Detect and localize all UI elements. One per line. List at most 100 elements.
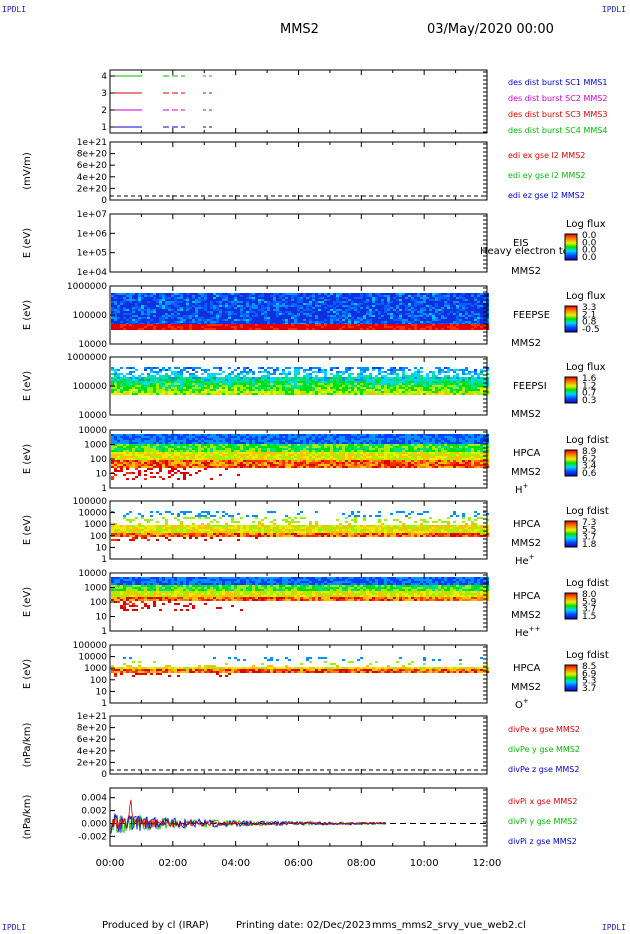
heatmap-cell [369,317,372,319]
heatmap-cell [333,293,336,295]
heatmap-cell [396,387,399,389]
heatmap-cell [306,375,309,377]
heatmap-cell [420,383,423,385]
heatmap-cell [189,307,192,309]
heatmap-cell [285,393,288,395]
heatmap-cell [336,305,339,307]
heatmap-cell [456,305,459,307]
heatmap-cell [303,317,306,319]
heatmap-cell [402,377,405,379]
heatmap-cell [453,307,456,309]
heatmap-cell [405,295,408,297]
heatmap-cell [279,389,282,391]
heatmap-cell [429,301,432,303]
heatmap-cell [348,307,351,309]
heatmap-cell [426,383,429,385]
heatmap-cell [177,313,180,315]
heatmap-cell [456,377,459,379]
heatmap-cell [168,303,171,305]
heatmap-cell [432,385,435,387]
heatmap-cell [315,309,318,311]
legend-entry: des dist burst SC4 MMS4 [508,126,607,135]
heatmap-cell [279,326,282,328]
heatmap-cell [315,311,318,313]
heatmap-cell [237,373,240,375]
heatmap-cell [354,379,357,381]
heatmap-cell [204,385,207,387]
heatmap-cell [333,317,336,319]
heatmap-cell [177,293,180,295]
heatmap-cell [162,448,165,450]
heatmap-cell [198,381,201,383]
heatmap-cell [198,389,201,391]
heatmap-cell [456,295,459,297]
heatmap-cell [324,389,327,391]
heatmap-cell [219,462,222,464]
heatmap-cell [234,383,237,385]
heatmap-cell [483,379,486,381]
heatmap-cell [162,321,165,323]
heatmap-cell [342,317,345,319]
heatmap-cell [438,393,441,395]
heatmap-cell [264,381,267,383]
heatmap-cell [363,307,366,309]
heatmap-cell [150,367,153,369]
heatmap-cell [342,293,345,295]
heatmap-cell [354,317,357,319]
heatmap-cell [120,458,123,460]
heatmap-cell [126,297,129,299]
heatmap-cell [186,377,189,379]
heatmap-cell [138,377,141,379]
heatmap-cell [468,383,471,385]
heatmap-cell [153,438,156,440]
heatmap-cell [246,446,249,448]
heatmap-cell [321,381,324,383]
heatmap-cell [126,303,129,305]
heatmap-cell [210,393,213,395]
heatmap-cell [339,309,342,311]
heatmap-cell [453,297,456,299]
heatmap-cell [381,387,384,389]
heatmap-cell [204,393,207,395]
heatmap-cell [411,319,414,321]
heatmap-cell [339,319,342,321]
heatmap-cell [303,309,306,311]
heatmap-cell [198,456,201,458]
heatmap-cell [456,381,459,383]
heatmap-cell [291,307,294,309]
heatmap-cell [120,315,123,317]
heatmap-cell [150,462,153,464]
heatmap-cell [387,379,390,381]
heatmap-cell [120,442,123,444]
heatmap-cell [477,319,480,321]
heatmap-cell [405,377,408,379]
heatmap-cell [483,317,486,319]
heatmap-cell [141,313,144,315]
heatmap-cell [387,373,390,375]
heatmap-cell [189,297,192,299]
heatmap-cell [405,367,408,369]
heatmap-cell [177,324,180,326]
heatmap-cell [480,379,483,381]
heatmap-cell [282,391,285,393]
heatmap-cell [417,305,420,307]
heatmap-cell [468,391,471,393]
heatmap-cell [360,389,363,391]
heatmap-cell [243,377,246,379]
heatmap-cell [243,387,246,389]
heatmap-cell [147,373,150,375]
heatmap-cell [177,478,180,480]
heatmap-cell [129,436,132,438]
heatmap-cell [333,324,336,326]
heatmap-cell [165,448,168,450]
heatmap-cell [237,383,240,385]
heatmap-cell [222,371,225,373]
heatmap-cell [405,328,408,330]
heatmap-cell [267,295,270,297]
heatmap-cell [198,454,201,456]
heatmap-cell [213,313,216,315]
heatmap-cell [303,299,306,301]
heatmap-cell [393,313,396,315]
heatmap-cell [249,328,252,330]
heatmap-cell [135,321,138,323]
